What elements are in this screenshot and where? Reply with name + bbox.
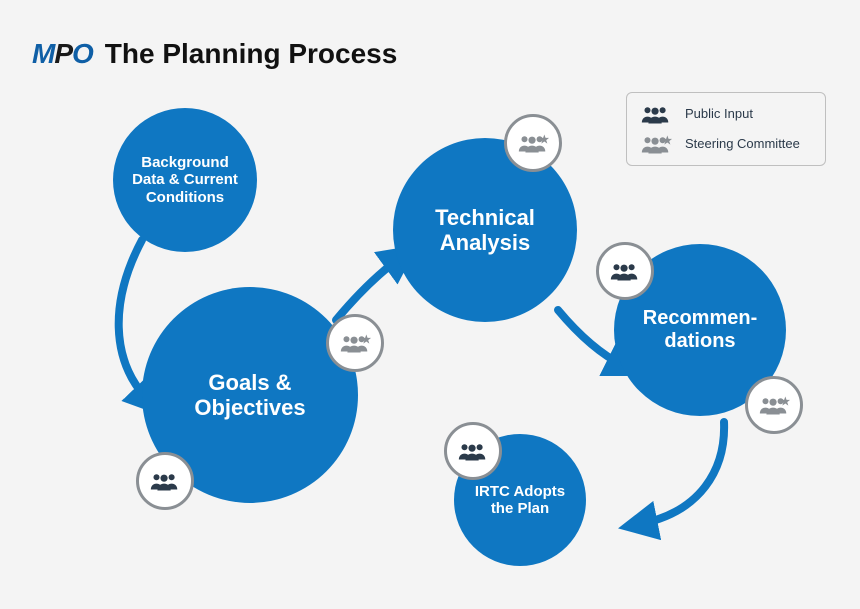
badge-goals-public bbox=[136, 452, 194, 510]
node-adopt-label: IRTC Adopts the Plan bbox=[464, 483, 576, 518]
logo-letter-m: M bbox=[32, 38, 54, 70]
node-technical-label: Technical Analysis bbox=[403, 205, 567, 256]
legend-row-public: Public Input bbox=[639, 103, 813, 125]
logo: M P O bbox=[32, 38, 93, 70]
badge-adopt-public bbox=[444, 422, 502, 480]
logo-letter-p: P bbox=[54, 38, 72, 70]
node-goals-label: Goals & Objectives bbox=[152, 370, 348, 421]
node-background: Background Data & Current Conditions bbox=[113, 108, 257, 252]
badge-tech-committee bbox=[504, 114, 562, 172]
diagram-canvas: M P O The Planning Process Background Da… bbox=[0, 0, 860, 609]
page-title: The Planning Process bbox=[105, 38, 398, 70]
badge-goals-committee bbox=[326, 314, 384, 372]
legend-label-public: Public Input bbox=[685, 107, 753, 122]
logo-letter-o: O bbox=[72, 38, 93, 70]
badge-rec-public bbox=[596, 242, 654, 300]
header: M P O The Planning Process bbox=[32, 38, 397, 70]
people-star-icon bbox=[639, 133, 673, 155]
legend-label-committee: Steering Committee bbox=[685, 137, 800, 152]
node-background-label: Background Data & Current Conditions bbox=[123, 154, 247, 206]
legend-row-committee: Steering Committee bbox=[639, 133, 813, 155]
badge-rec-committee bbox=[745, 376, 803, 434]
legend: Public Input Steering Committee bbox=[626, 92, 826, 166]
node-recommendations-label: Recommen- dations bbox=[643, 307, 757, 353]
people-icon bbox=[639, 103, 673, 125]
